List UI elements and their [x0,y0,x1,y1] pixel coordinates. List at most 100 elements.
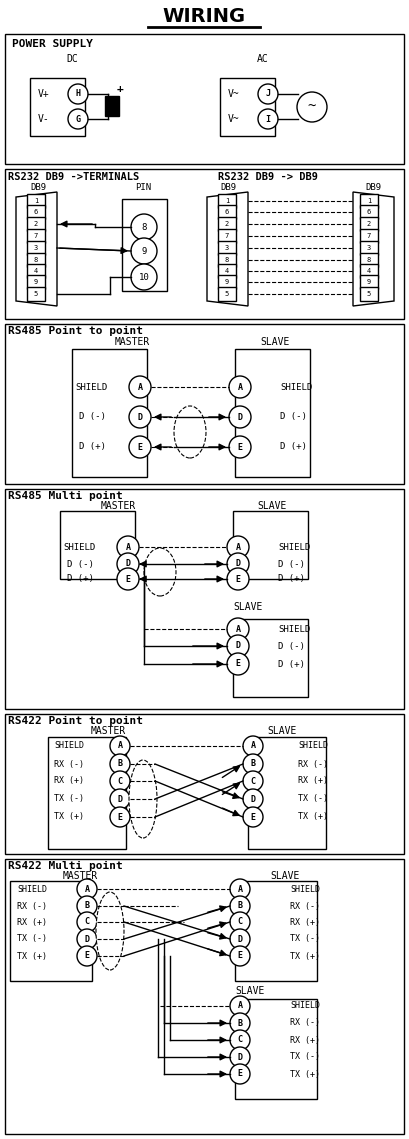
Polygon shape [353,192,394,306]
Circle shape [68,84,88,104]
Bar [48,737,126,849]
Text: D (-): D (-) [280,412,307,421]
Bar [218,194,236,208]
Text: E: E [126,574,130,583]
Text: +: + [117,84,124,95]
Text: E: E [85,951,90,960]
Text: D (+): D (+) [280,442,307,451]
Text: 5: 5 [225,290,229,297]
Polygon shape [16,192,57,306]
Circle shape [243,808,263,827]
Circle shape [77,896,97,916]
Circle shape [129,405,151,428]
Text: 8: 8 [142,222,147,231]
Bar [5,859,404,1134]
Text: C: C [238,1035,243,1044]
Circle shape [77,912,97,932]
Text: E: E [250,812,256,821]
Bar [360,287,378,301]
Bar [218,264,236,278]
Text: A: A [238,885,243,893]
Text: MASTER: MASTER [90,726,126,736]
Text: RX (-): RX (-) [290,901,320,910]
Circle shape [227,653,249,675]
Text: 1: 1 [367,198,371,204]
Text: H: H [76,90,81,98]
Text: TX (-): TX (-) [54,795,84,803]
Text: WIRING: WIRING [162,8,245,26]
Bar [360,205,378,219]
Text: G: G [76,115,81,123]
Text: A: A [85,885,90,893]
Circle shape [230,896,250,916]
Ellipse shape [129,760,157,838]
Text: RX (+): RX (+) [17,918,47,926]
Bar [248,737,326,849]
Bar [105,96,119,116]
Circle shape [68,109,88,129]
Text: D: D [117,795,123,803]
Bar [360,241,378,255]
Circle shape [117,536,139,558]
Text: E: E [238,951,243,960]
Bar [5,34,404,164]
Text: A: A [250,741,256,751]
Text: ~: ~ [308,100,316,114]
Circle shape [110,771,130,790]
Text: A: A [126,542,130,551]
Circle shape [227,568,249,590]
Text: TX (+): TX (+) [298,812,328,821]
Text: SHIELD: SHIELD [278,542,310,551]
Text: 9: 9 [225,279,229,285]
Text: C: C [238,918,243,926]
Text: E: E [238,1070,243,1079]
Bar [10,880,92,981]
Text: RS232 DB9 ->TERMINALS: RS232 DB9 ->TERMINALS [8,172,139,182]
Bar [27,274,45,289]
Text: 6: 6 [367,208,371,215]
Bar [27,229,45,243]
Bar [360,264,378,278]
Circle shape [230,879,250,899]
Text: C: C [117,777,123,786]
Circle shape [258,84,278,104]
Circle shape [229,376,251,398]
Bar [5,714,404,854]
Text: SHIELD: SHIELD [290,1001,320,1010]
Text: 6: 6 [225,208,229,215]
Text: RS422 Point to point: RS422 Point to point [8,716,143,726]
Text: A: A [236,624,240,633]
Text: RX (+): RX (+) [290,1035,320,1044]
Text: 9: 9 [34,279,38,285]
Text: D: D [236,641,240,650]
Text: 8: 8 [34,257,38,263]
Circle shape [227,636,249,657]
Text: D: D [238,412,243,421]
Text: RS422 Multi point: RS422 Multi point [8,861,123,871]
Text: V~: V~ [228,89,240,99]
Bar [122,199,167,290]
Text: 6: 6 [34,208,38,215]
Text: 7: 7 [225,233,229,239]
Text: 3: 3 [34,245,38,251]
Bar [27,264,45,278]
Text: DB9: DB9 [220,182,236,191]
Text: MASTER: MASTER [100,501,136,511]
Text: RS485 Multi point: RS485 Multi point [8,491,123,501]
Text: 1: 1 [34,198,38,204]
Bar [233,618,308,697]
Text: C: C [85,918,90,926]
Bar [218,205,236,219]
Text: D: D [238,934,243,943]
Ellipse shape [174,405,206,458]
Text: MASTER: MASTER [115,337,150,347]
Text: A: A [238,1001,243,1010]
Bar [27,205,45,219]
Circle shape [243,736,263,756]
Circle shape [131,264,157,290]
Text: B: B [238,1018,243,1027]
Text: 2: 2 [225,221,229,227]
Circle shape [243,754,263,775]
Text: SLAVE: SLAVE [267,726,297,736]
Text: PIN: PIN [135,182,151,191]
